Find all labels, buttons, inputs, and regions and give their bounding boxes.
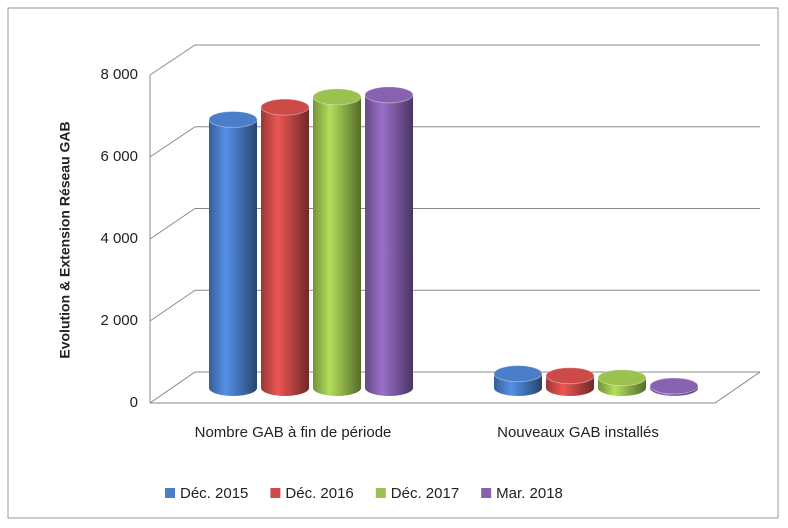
floor-edge xyxy=(150,371,761,404)
y-tick-label: 2 000 xyxy=(100,312,138,329)
legend-label: Déc. 2016 xyxy=(285,485,353,502)
bar-top xyxy=(649,377,699,395)
legend-label: Mar. 2018 xyxy=(496,485,563,502)
x-tick-label: Nombre GAB à fin de période xyxy=(194,424,392,441)
bar-top xyxy=(208,110,258,128)
bar-top xyxy=(312,88,362,106)
bar-top xyxy=(493,365,543,383)
y-tick-label: 8 000 xyxy=(100,66,138,83)
bar-top xyxy=(260,98,310,116)
bar xyxy=(365,94,413,396)
legend-label: Déc. 2015 xyxy=(180,485,248,502)
legend-swatch xyxy=(481,488,492,498)
grid-line xyxy=(149,44,196,76)
bar xyxy=(209,119,257,396)
grid-line xyxy=(149,289,196,322)
y-axis-title: Evolution & Extension Réseau GAB xyxy=(57,121,73,358)
legend-label: Déc. 2017 xyxy=(391,485,459,502)
x-tick-label: Nouveaux GAB installés xyxy=(497,424,659,441)
y-tick-label: 0 xyxy=(130,394,138,411)
y-tick-label: 4 000 xyxy=(100,230,138,247)
bar xyxy=(313,96,361,397)
bar xyxy=(546,375,594,396)
legend-swatch xyxy=(165,488,175,498)
bar xyxy=(494,373,542,396)
bar xyxy=(598,377,646,396)
bar-top xyxy=(364,86,414,104)
bar xyxy=(261,107,309,397)
grid-line xyxy=(149,371,196,404)
grid-line xyxy=(149,208,196,240)
grid-line xyxy=(149,126,196,158)
y-tick-label: 6 000 xyxy=(100,148,138,165)
bar xyxy=(650,385,698,396)
bar-top xyxy=(597,369,647,387)
bar-top xyxy=(545,367,595,385)
legend-swatch xyxy=(270,488,281,498)
legend-swatch xyxy=(375,488,386,498)
